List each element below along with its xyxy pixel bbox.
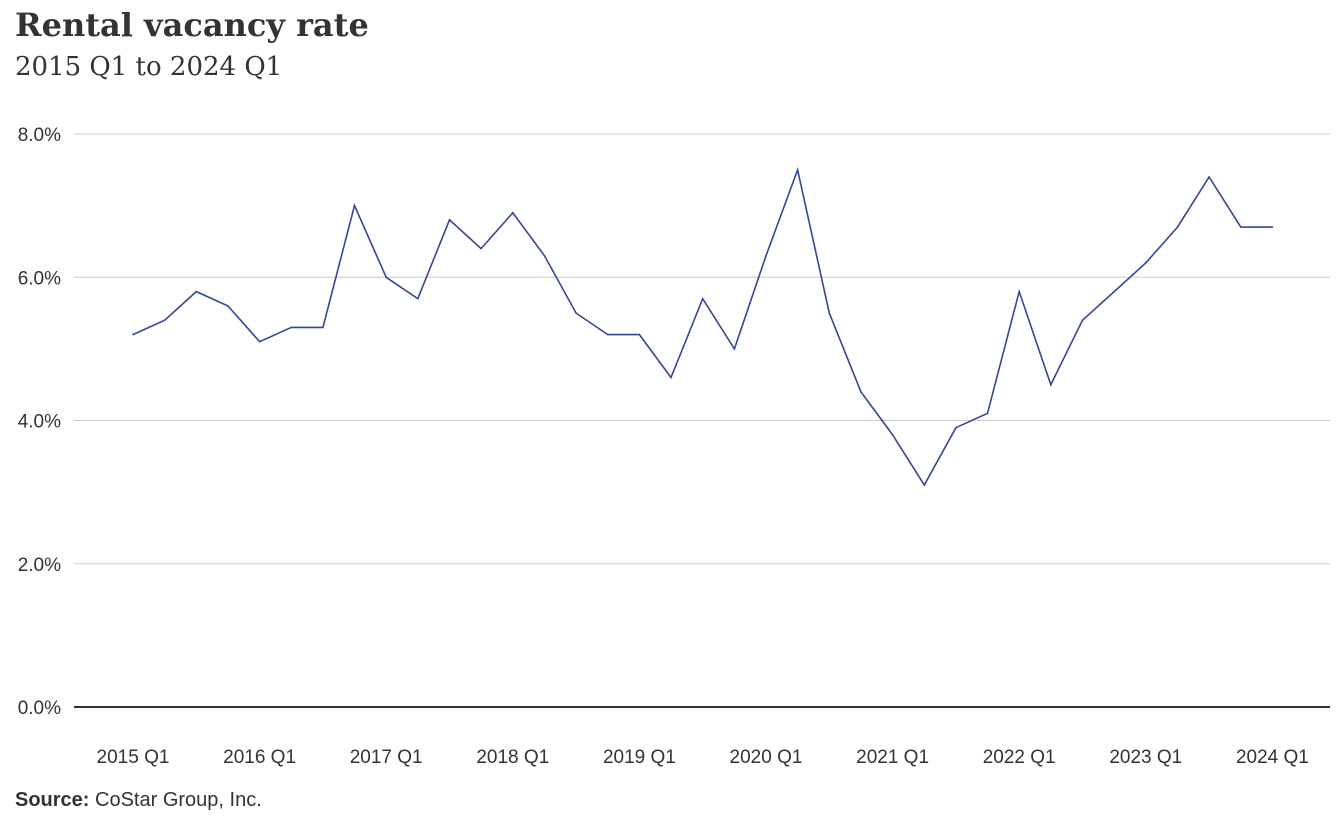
- chart-subtitle: 2015 Q1 to 2024 Q1: [15, 52, 283, 82]
- y-tick-label: 2.0%: [18, 555, 61, 576]
- source-text: CoStar Group, Inc.: [89, 789, 262, 811]
- data-point: [733, 348, 736, 350]
- data-point: [417, 297, 419, 300]
- y-tick-label: 0.0%: [18, 698, 61, 719]
- data-point: [607, 333, 609, 336]
- data-point: [701, 297, 704, 300]
- data-point: [195, 290, 198, 293]
- y-tick-label: 4.0%: [18, 412, 61, 433]
- data-point: [1240, 226, 1242, 228]
- x-tick-label: 2016 Q1: [223, 747, 296, 768]
- series-line: [132, 166, 1273, 487]
- data-point: [543, 255, 546, 257]
- data-point: [1050, 383, 1052, 386]
- data-point: [670, 376, 672, 379]
- data-point: [955, 426, 957, 429]
- x-tick-label: 2023 Q1: [1109, 747, 1182, 768]
- data-point: [860, 391, 862, 393]
- source-note: Source: CoStar Group, Inc.: [15, 789, 262, 812]
- y-tick-label: 6.0%: [18, 268, 61, 289]
- data-point: [448, 219, 451, 221]
- data-point: [986, 412, 989, 415]
- data-point: [512, 212, 514, 214]
- data-point: [923, 484, 926, 486]
- data-point: [322, 326, 324, 329]
- data-point: [480, 247, 482, 250]
- x-tick-label: 2021 Q1: [856, 747, 929, 768]
- data-point: [163, 319, 166, 322]
- x-tick-label: 2015 Q1: [97, 747, 170, 768]
- data-point: [132, 333, 134, 336]
- data-point: [1176, 226, 1179, 228]
- data-point: [1271, 226, 1274, 228]
- x-tick-label: 2024 Q1: [1236, 747, 1309, 768]
- data-point: [385, 276, 388, 279]
- data-point: [290, 326, 293, 329]
- data-point: [796, 169, 799, 171]
- y-tick-label: 8.0%: [18, 125, 61, 146]
- data-point: [891, 434, 894, 436]
- data-point: [1018, 290, 1020, 293]
- data-point: [258, 340, 261, 343]
- chart-title: Rental vacancy rate: [15, 6, 369, 44]
- data-point: [1145, 262, 1147, 264]
- x-tick-label: 2019 Q1: [603, 747, 676, 768]
- x-tick-label: 2018 Q1: [476, 747, 549, 768]
- x-tick-label: 2017 Q1: [350, 747, 423, 768]
- source-label: Source:: [15, 789, 90, 811]
- data-point: [227, 305, 229, 307]
- data-point: [353, 204, 356, 207]
- data-point: [1208, 176, 1210, 178]
- data-point: [575, 312, 577, 314]
- x-tick-label: 2022 Q1: [983, 747, 1056, 768]
- data-point: [638, 333, 641, 336]
- data-point: [1113, 290, 1115, 293]
- data-point: [765, 255, 767, 257]
- x-tick-label: 2020 Q1: [730, 747, 803, 768]
- data-point: [1081, 319, 1084, 322]
- data-point: [828, 312, 831, 314]
